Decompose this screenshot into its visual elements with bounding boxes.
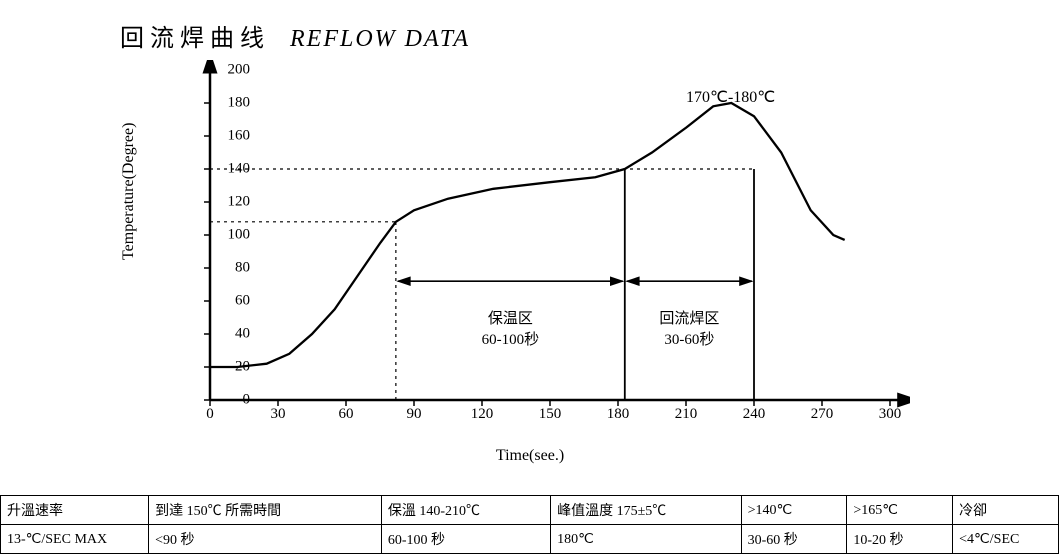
table-cell: 180℃ <box>551 525 741 554</box>
x-tick: 60 <box>326 406 366 423</box>
y-tick: 200 <box>210 62 250 79</box>
y-axis-label: Temperature(Degree) <box>120 123 138 260</box>
reflow-zone-label-zh: 回流焊区 <box>644 309 734 330</box>
spec-table: 升溫速率到達 150℃ 所需時間保溫 140-210℃峰值溫度 175±5℃>1… <box>0 495 1059 554</box>
x-tick: 90 <box>394 406 434 423</box>
table-cell: 10-20 秒 <box>847 525 953 554</box>
soak-zone-label: 保温区60-100秒 <box>465 309 555 351</box>
chart-title: 回流焊曲线 REFLOW DATA <box>120 18 470 53</box>
table-cell: <90 秒 <box>149 525 382 554</box>
y-tick: 80 <box>210 260 250 277</box>
soak-zone-label-zh: 保温区 <box>465 309 555 330</box>
y-tick: 20 <box>210 359 250 376</box>
table-row: 升溫速率到達 150℃ 所需時間保溫 140-210℃峰值溫度 175±5℃>1… <box>1 496 1059 525</box>
table-cell: 到達 150℃ 所需時間 <box>149 496 382 525</box>
table-cell: 升溫速率 <box>1 496 149 525</box>
reflow-chart: Temperature(Degree) Time(see.) 020406080… <box>150 60 910 460</box>
table-cell: 60-100 秒 <box>381 525 550 554</box>
table-cell: >165℃ <box>847 496 953 525</box>
x-axis-label: Time(see.) <box>496 447 564 465</box>
chart-svg <box>150 60 910 460</box>
y-tick: 40 <box>210 326 250 343</box>
peak-temp-label: 170℃-180℃ <box>686 87 775 107</box>
x-tick: 270 <box>802 406 842 423</box>
y-tick: 120 <box>210 194 250 211</box>
x-tick: 210 <box>666 406 706 423</box>
table-row: 13-℃/SEC MAX<90 秒60-100 秒180℃30-60 秒10-2… <box>1 525 1059 554</box>
y-tick: 100 <box>210 227 250 244</box>
y-tick: 60 <box>210 293 250 310</box>
x-tick: 300 <box>870 406 910 423</box>
x-tick: 120 <box>462 406 502 423</box>
soak-zone-duration: 60-100秒 <box>465 330 555 351</box>
y-tick: 140 <box>210 161 250 178</box>
table-cell: >140℃ <box>741 496 847 525</box>
table-cell: 保溫 140-210℃ <box>381 496 550 525</box>
x-tick: 180 <box>598 406 638 423</box>
table-cell: 30-60 秒 <box>741 525 847 554</box>
reflow-zone-label: 回流焊区30-60秒 <box>644 309 734 351</box>
table-cell: <4℃/SEC <box>953 525 1059 554</box>
title-zh: 回流焊曲线 <box>120 26 270 52</box>
title-en: REFLOW DATA <box>290 26 470 52</box>
x-tick: 240 <box>734 406 774 423</box>
x-tick: 150 <box>530 406 570 423</box>
y-tick: 160 <box>210 128 250 145</box>
y-tick: 180 <box>210 95 250 112</box>
reflow-zone-duration: 30-60秒 <box>644 330 734 351</box>
x-tick: 0 <box>190 406 230 423</box>
table-cell: 峰值溫度 175±5℃ <box>551 496 741 525</box>
table-cell: 冷卻 <box>953 496 1059 525</box>
table-cell: 13-℃/SEC MAX <box>1 525 149 554</box>
x-tick: 30 <box>258 406 298 423</box>
